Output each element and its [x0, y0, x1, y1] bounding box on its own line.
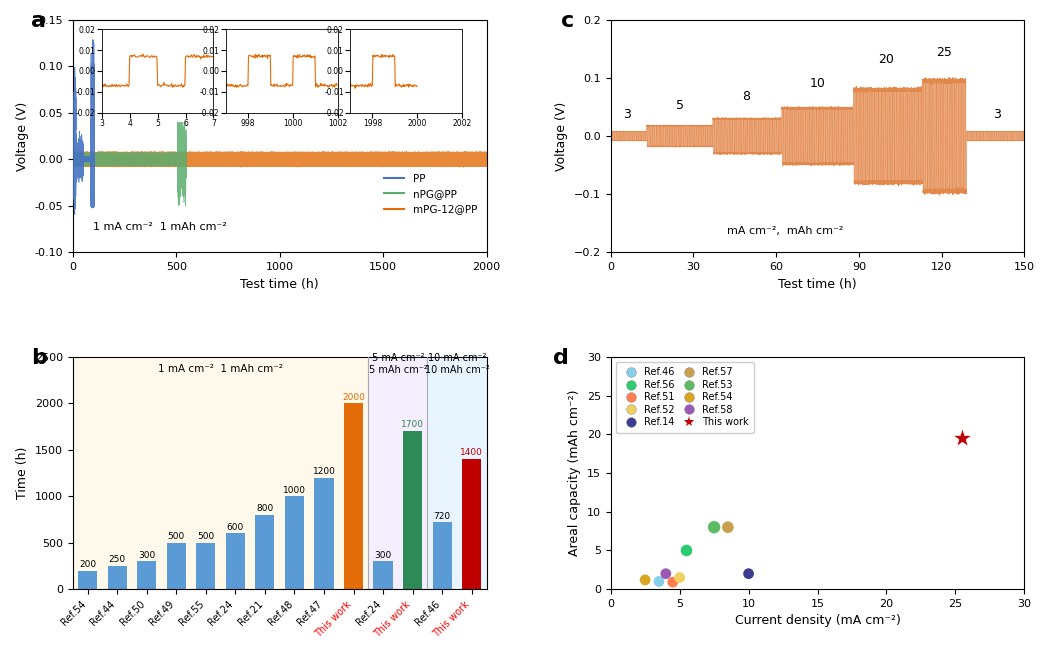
Text: 600: 600	[227, 523, 244, 532]
Text: 1200: 1200	[313, 467, 336, 476]
Bar	[404, 431, 422, 589]
Text: mA cm⁻²,  mAh cm⁻²: mA cm⁻², mAh cm⁻²	[727, 226, 842, 236]
Text: 500: 500	[167, 532, 185, 541]
Text: 720: 720	[434, 512, 450, 520]
Y-axis label: Areal capacity (mAh cm⁻²): Areal capacity (mAh cm⁻²)	[568, 390, 581, 556]
Text: 25: 25	[936, 46, 953, 59]
Text: 5 mA cm⁻²
5 mAh cm⁻²: 5 mA cm⁻² 5 mAh cm⁻²	[368, 353, 427, 375]
Bar	[314, 478, 334, 589]
Text: 3: 3	[993, 108, 1000, 121]
X-axis label: Test time (h): Test time (h)	[778, 277, 857, 291]
Bar	[285, 496, 304, 589]
Point	[740, 569, 757, 579]
Text: 250: 250	[108, 555, 126, 564]
Bar	[427, 357, 487, 589]
Bar	[226, 534, 245, 589]
Point	[706, 522, 723, 532]
Text: 2000: 2000	[342, 393, 365, 402]
Point	[636, 575, 653, 585]
X-axis label: Test time (h): Test time (h)	[240, 277, 319, 291]
Bar	[78, 571, 97, 589]
Text: 1 mA cm⁻²  1 mAh cm⁻²: 1 mA cm⁻² 1 mAh cm⁻²	[158, 363, 283, 373]
Y-axis label: Time (h): Time (h)	[17, 447, 29, 499]
Text: 300: 300	[138, 551, 155, 559]
Text: 800: 800	[256, 504, 274, 513]
X-axis label: Current density (mA cm⁻²): Current density (mA cm⁻²)	[734, 614, 901, 628]
Point	[651, 576, 668, 587]
Bar	[255, 515, 275, 589]
Text: 10: 10	[809, 77, 826, 90]
Point	[671, 572, 687, 583]
Text: 1400: 1400	[461, 448, 484, 457]
Text: 8: 8	[742, 90, 750, 103]
Bar	[344, 403, 363, 589]
Bar	[197, 543, 215, 589]
Text: 1 mA cm⁻²  1 mAh cm⁻²: 1 mA cm⁻² 1 mAh cm⁻²	[94, 222, 228, 232]
Text: 5: 5	[676, 99, 683, 113]
Point	[657, 569, 674, 579]
Bar	[433, 522, 451, 589]
Text: 500: 500	[198, 532, 214, 541]
Text: 10 mA cm⁻²
10 mAh cm⁻²: 10 mA cm⁻² 10 mAh cm⁻²	[424, 353, 490, 375]
Y-axis label: Voltage (V): Voltage (V)	[16, 101, 29, 171]
Bar	[462, 459, 482, 589]
Bar	[368, 357, 427, 589]
Text: 3: 3	[623, 108, 631, 121]
Legend: Ref.46, Ref.56, Ref.51, Ref.52, Ref.14, Ref.57, Ref.53, Ref.54, Ref.58, This wor: Ref.46, Ref.56, Ref.51, Ref.52, Ref.14, …	[616, 361, 754, 433]
Text: 1700: 1700	[401, 420, 424, 430]
Point	[665, 577, 681, 587]
Text: c: c	[561, 11, 574, 30]
Text: 20: 20	[879, 54, 894, 66]
Legend: PP, nPG@PP, mPG-12@PP: PP, nPG@PP, mPG-12@PP	[380, 169, 482, 218]
Text: 300: 300	[374, 551, 392, 559]
Text: 200: 200	[79, 560, 96, 569]
Bar	[107, 566, 127, 589]
Point	[720, 522, 736, 532]
Text: 1000: 1000	[283, 485, 306, 495]
Point	[954, 433, 970, 444]
Bar	[137, 561, 156, 589]
Bar	[166, 543, 186, 589]
Text: a: a	[31, 11, 47, 30]
Y-axis label: Voltage (V): Voltage (V)	[555, 101, 568, 171]
Bar	[373, 561, 393, 589]
Text: d: d	[552, 348, 569, 367]
Bar	[73, 357, 368, 589]
Point	[678, 545, 695, 555]
Text: b: b	[31, 348, 47, 367]
